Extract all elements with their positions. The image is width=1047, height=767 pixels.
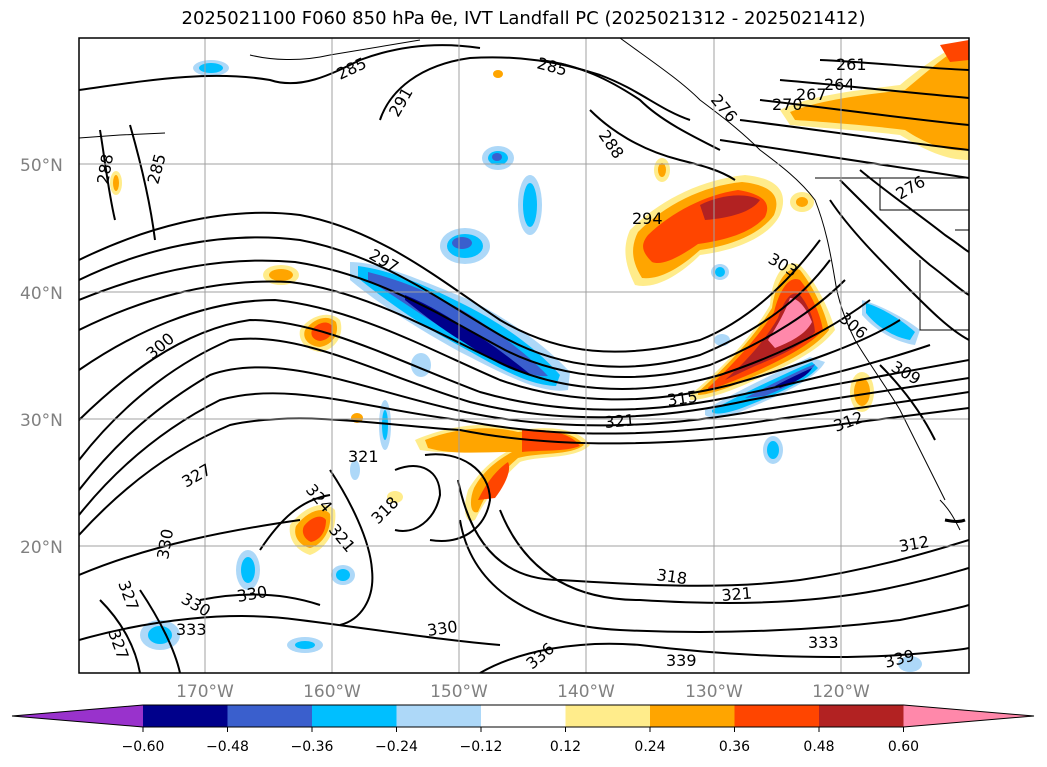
colorbar-extend-min — [12, 705, 143, 727]
colorbar-segment — [312, 705, 397, 727]
colorbar-segment — [143, 705, 228, 727]
contour-label: 333 — [808, 633, 839, 652]
colorbar-tick-label: 0.12 — [550, 739, 581, 755]
contour-label: 330 — [426, 617, 459, 640]
colorbar-extend-max — [903, 705, 1034, 727]
colorbar-tick-label: 0.60 — [888, 739, 919, 755]
contour-label: 321 — [348, 447, 379, 466]
colorbar-tick-label: 0.36 — [719, 739, 750, 755]
contour-label: 318 — [655, 565, 688, 588]
theta-e-contours — [79, 44, 969, 673]
gridlines — [79, 38, 969, 673]
latitude-labels: 50°N 40°N 30°N 20°N — [20, 156, 63, 558]
contour-label: 315 — [666, 387, 699, 410]
map-title: 2025021100 F060 850 hPa θe, IVT Landfall… — [181, 8, 866, 29]
colorbar-tick-label: 0.48 — [803, 739, 834, 755]
lon-label-120w: 120°W — [812, 682, 870, 702]
contour-label: 339 — [666, 651, 697, 670]
lon-label-160w: 160°W — [303, 682, 361, 702]
colorbar-segment — [565, 705, 651, 727]
lon-label-170w: 170°W — [176, 682, 234, 702]
colorbar-tick-label: −0.60 — [122, 739, 165, 755]
colorbar-segment — [396, 705, 482, 727]
colorbar-segment — [227, 705, 313, 727]
shading-negative — [140, 60, 922, 672]
contour-label: 333 — [176, 620, 207, 639]
lat-label-20n: 20°N — [20, 538, 63, 558]
colorbar-tick-label: −0.36 — [291, 739, 334, 755]
lon-label-130w: 130°W — [685, 682, 743, 702]
contour-label: 294 — [632, 209, 663, 228]
colorbar-tick-label: −0.24 — [375, 739, 418, 755]
colorbar-tick-label: −0.12 — [460, 739, 503, 755]
lat-label-50n: 50°N — [20, 156, 63, 176]
lon-label-150w: 150°W — [430, 682, 488, 702]
contour-label: 267 — [796, 85, 827, 104]
contour-label: 321 — [721, 583, 753, 605]
contour-label: 264 — [824, 75, 855, 94]
longitude-labels: 170°W 160°W 150°W 140°W 130°W 120°W — [176, 682, 870, 702]
colorbar-segment — [650, 705, 735, 727]
map-frame — [78, 37, 970, 674]
contour-label: 321 — [604, 410, 636, 432]
colorbar-segment — [734, 705, 820, 727]
colorbar-segment — [819, 705, 904, 727]
lat-label-40n: 40°N — [20, 284, 63, 304]
contour-label: 270 — [772, 95, 803, 114]
lat-label-30n: 30°N — [20, 411, 63, 431]
lon-label-140w: 140°W — [557, 682, 615, 702]
colorbar-segment — [481, 705, 566, 727]
colorbar: −0.60 −0.48 −0.36 −0.24 −0.12 0.12 0.24 0.36 0.4… — [11, 704, 1035, 755]
colorbar-tick-label: −0.48 — [206, 739, 249, 755]
contour-label: 261 — [836, 55, 867, 74]
colorbar-tick-label: 0.24 — [634, 739, 665, 755]
